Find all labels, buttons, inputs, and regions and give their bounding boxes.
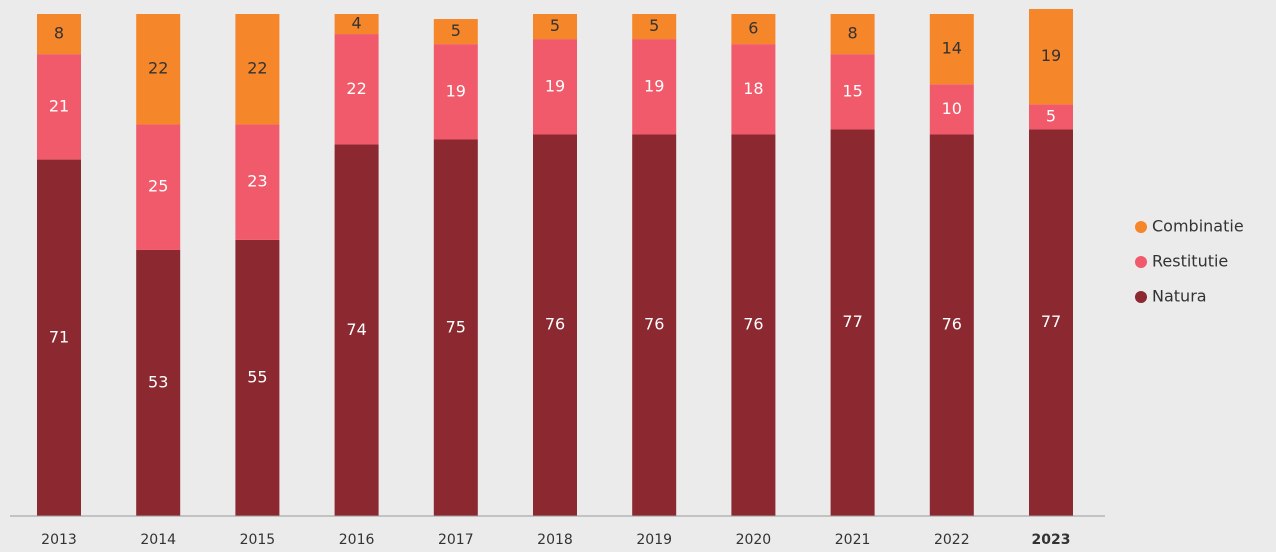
bar-segment <box>433 19 478 45</box>
bar-segment <box>235 239 280 516</box>
x-tick-label: 2022 <box>934 532 970 548</box>
bar-segment <box>533 134 577 517</box>
bar-segment <box>632 134 677 517</box>
legend-label: Combinatie <box>1152 217 1244 236</box>
data-label: 77 <box>842 312 862 331</box>
bar-segment <box>136 249 181 516</box>
legend-marker <box>1135 221 1147 233</box>
bar-segment <box>830 14 875 55</box>
x-tick-label: 2019 <box>636 532 672 548</box>
data-label: 76 <box>942 315 962 334</box>
data-label: 5 <box>649 16 659 35</box>
bar-segment <box>334 14 379 35</box>
bar-segment <box>37 54 81 160</box>
data-label: 53 <box>148 372 168 391</box>
data-label: 5 <box>550 16 560 35</box>
data-label: 77 <box>1041 312 1061 331</box>
x-tick-label: 2016 <box>339 532 375 548</box>
data-label: 10 <box>942 99 962 118</box>
x-tick-label: 2021 <box>835 532 871 548</box>
data-label: 19 <box>1041 46 1061 65</box>
bar-segment <box>136 124 181 250</box>
data-label: 18 <box>743 79 763 98</box>
legend-label: Natura <box>1152 287 1207 306</box>
x-tick-label: 2015 <box>240 532 276 548</box>
data-label: 22 <box>247 59 267 78</box>
data-label: 75 <box>446 317 466 336</box>
data-label: 5 <box>451 21 461 40</box>
bar-segment <box>632 39 677 135</box>
bar-segment <box>235 14 280 125</box>
bar-segment <box>37 159 81 516</box>
x-tick-label: 2023 <box>1032 532 1071 548</box>
data-label: 19 <box>446 81 466 100</box>
bar-segment <box>334 144 379 516</box>
bar-segment <box>433 139 478 516</box>
bar-segment <box>1029 8 1073 105</box>
data-label: 76 <box>545 315 565 334</box>
data-label: 6 <box>748 19 758 38</box>
bar-segment <box>929 134 974 517</box>
bar-segment <box>136 14 181 125</box>
x-tick-label: 2013 <box>41 532 77 548</box>
data-label: 74 <box>346 320 366 339</box>
x-tick-label: 2018 <box>537 532 573 548</box>
x-tick-label: 2014 <box>140 532 176 548</box>
bar-segment <box>731 44 776 135</box>
bar-segment <box>37 14 81 55</box>
data-label: 14 <box>942 39 962 58</box>
legend-marker <box>1135 256 1147 268</box>
bar-segment <box>830 129 875 516</box>
bar-segment <box>731 14 776 45</box>
legend-marker <box>1135 291 1147 303</box>
bar-segment <box>1029 129 1073 516</box>
data-label: 4 <box>352 14 362 33</box>
data-label: 71 <box>49 327 69 346</box>
data-label: 55 <box>247 367 267 386</box>
data-label: 19 <box>545 76 565 95</box>
data-label: 76 <box>644 315 664 334</box>
bar-segment <box>433 44 478 140</box>
data-label: 5 <box>1046 106 1056 125</box>
data-label: 22 <box>148 59 168 78</box>
data-label: 15 <box>842 81 862 100</box>
bar-segment <box>830 54 875 130</box>
data-label: 23 <box>247 172 267 191</box>
x-tick-label: 2017 <box>438 532 474 548</box>
bar-segment <box>632 14 677 40</box>
legend-label: Restitutie <box>1152 252 1228 271</box>
data-label: 76 <box>743 315 763 334</box>
data-label: 21 <box>49 96 69 115</box>
data-label: 19 <box>644 76 664 95</box>
data-label: 8 <box>848 24 858 43</box>
bar-segment <box>929 14 974 85</box>
bar-segment <box>929 84 974 135</box>
bar-segment <box>235 124 280 240</box>
bar-segment <box>533 39 577 135</box>
data-label: 22 <box>346 79 366 98</box>
bar-segment <box>1029 104 1073 130</box>
bar-segment <box>533 14 577 40</box>
data-label: 8 <box>54 24 64 43</box>
bar-segment <box>731 134 776 517</box>
x-tick-label: 2020 <box>736 532 772 548</box>
bar-segment <box>334 34 379 145</box>
data-label: 25 <box>148 177 168 196</box>
